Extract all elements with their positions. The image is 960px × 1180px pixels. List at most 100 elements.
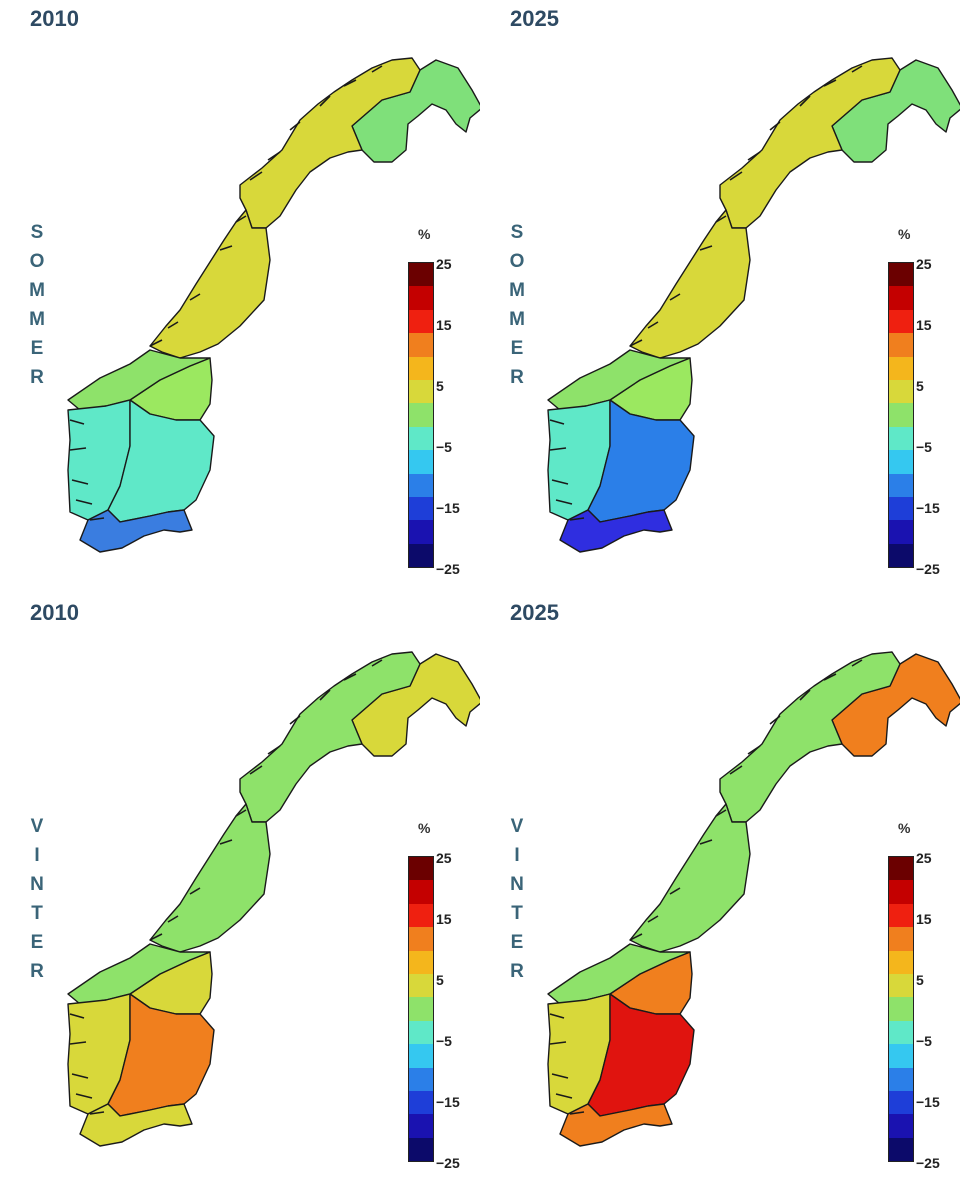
- coast-fjord: [219, 245, 233, 251]
- panel-sommer-2025: 2025 S O M M E R% 25 15 5 −5 −15 −25: [480, 0, 960, 586]
- scale-tick-label: 25: [916, 850, 932, 866]
- color-scale-swatch: [409, 286, 433, 310]
- coast-fjord: [715, 215, 727, 223]
- coast-fjord: [851, 659, 863, 667]
- color-scale-swatch: [409, 379, 433, 404]
- color-scale-swatch: [889, 1090, 913, 1115]
- scale-tick-label: −25: [436, 561, 460, 577]
- color-scale-swatch: [889, 1067, 913, 1091]
- coast-fjord: [799, 95, 811, 107]
- color-scale-bar: [408, 856, 434, 1162]
- color-scale-swatch: [409, 356, 433, 380]
- coast-fjord: [823, 673, 837, 681]
- coast-fjord: [75, 499, 93, 505]
- region-trondelag: [629, 209, 751, 359]
- legend-unit: %: [418, 820, 431, 836]
- scale-tick-label: 25: [436, 850, 452, 866]
- coast-fjord: [167, 915, 179, 923]
- coast-fjord: [823, 79, 837, 87]
- region-finnmark: [351, 59, 480, 163]
- coast-fjord: [371, 659, 383, 667]
- color-scale-swatch: [409, 950, 433, 974]
- coast-fjord: [235, 215, 247, 223]
- coast-fjord: [715, 809, 727, 817]
- scale-tick-label: 15: [916, 911, 932, 927]
- coast-fjord: [669, 887, 681, 895]
- color-scale-swatch: [889, 286, 913, 310]
- coast-fjord: [569, 1111, 585, 1115]
- scale-tick-label: 25: [916, 256, 932, 272]
- scale-tick-label: 5: [436, 972, 444, 988]
- coast-fjord: [219, 839, 233, 845]
- coast-fjord: [647, 915, 659, 923]
- region-south: [559, 509, 673, 553]
- year-label: 2010: [30, 600, 79, 625]
- scale-tick-label: 5: [436, 378, 444, 394]
- color-scale-swatch: [889, 379, 913, 404]
- coast-fjord: [235, 809, 247, 817]
- norway-map: [67, 651, 480, 1147]
- coast-fjord: [669, 293, 681, 301]
- scale-tick-label: 25: [436, 256, 452, 272]
- norway-map: [547, 57, 960, 553]
- color-scale-swatch: [409, 520, 433, 544]
- coast-fjord: [149, 339, 163, 347]
- color-scale-swatch: [889, 356, 913, 380]
- coast-fjord: [629, 933, 643, 941]
- color-scale-bar: [408, 262, 434, 568]
- coast-fjord: [555, 499, 573, 505]
- coast-fjord: [555, 1093, 573, 1099]
- color-scale-swatch: [889, 496, 913, 521]
- scale-tick-label: 15: [436, 911, 452, 927]
- coast-fjord: [289, 121, 301, 131]
- color-scale-swatch: [409, 473, 433, 497]
- scale-tick-label: −25: [916, 561, 940, 577]
- coast-fjord: [769, 715, 781, 725]
- scale-tick-label: −5: [916, 1033, 932, 1049]
- region-south: [559, 1103, 673, 1147]
- scale-tick-label: −5: [436, 1033, 452, 1049]
- scale-tick-label: −5: [916, 439, 932, 455]
- year-label: 2010: [30, 6, 79, 31]
- norway-map: [547, 651, 960, 1147]
- color-scale-swatch: [889, 1044, 913, 1068]
- color-scale-swatch: [889, 903, 913, 928]
- scale-tick-label: −15: [916, 1094, 940, 1110]
- coast-fjord: [343, 673, 357, 681]
- coast-fjord: [343, 79, 357, 87]
- panel-vinter-2010: 2010 V I N T E R% 25 15 5 −5 −15 −25: [0, 594, 480, 1180]
- scale-tick-label: −25: [916, 1155, 940, 1171]
- color-scale-swatch: [409, 997, 433, 1021]
- coast-fjord: [167, 321, 179, 329]
- coast-fjord: [319, 95, 331, 107]
- region-trondelag: [629, 803, 751, 953]
- coast-fjord: [799, 689, 811, 701]
- scale-tick-label: 5: [916, 972, 924, 988]
- color-scale-swatch: [889, 403, 913, 427]
- scale-tick-label: −15: [436, 500, 460, 516]
- region-trondelag: [149, 209, 271, 359]
- coast-fjord: [551, 1073, 569, 1079]
- coast-fjord: [699, 245, 713, 251]
- coast-fjord: [851, 65, 863, 73]
- color-scale-swatch: [409, 1067, 433, 1091]
- coast-fjord: [647, 321, 659, 329]
- coast-fjord: [289, 715, 301, 725]
- panel-sommer-2010: 2010 S O M M E R% 25 15 5 −5 −15 −25: [0, 0, 480, 586]
- legend-unit: %: [418, 226, 431, 242]
- color-scale-swatch: [889, 857, 913, 881]
- color-scale-bar: [888, 262, 914, 568]
- coast-fjord: [549, 447, 567, 451]
- scale-tick-label: −15: [916, 500, 940, 516]
- scale-tick-label: −5: [436, 439, 452, 455]
- coast-fjord: [249, 171, 263, 181]
- coast-fjord: [747, 151, 761, 161]
- coast-fjord: [69, 419, 85, 425]
- region-trondelag: [149, 803, 271, 953]
- color-scale-swatch: [889, 1020, 913, 1045]
- coast-fjord: [729, 171, 743, 181]
- coast-fjord: [75, 1093, 93, 1099]
- coast-fjord: [189, 887, 201, 895]
